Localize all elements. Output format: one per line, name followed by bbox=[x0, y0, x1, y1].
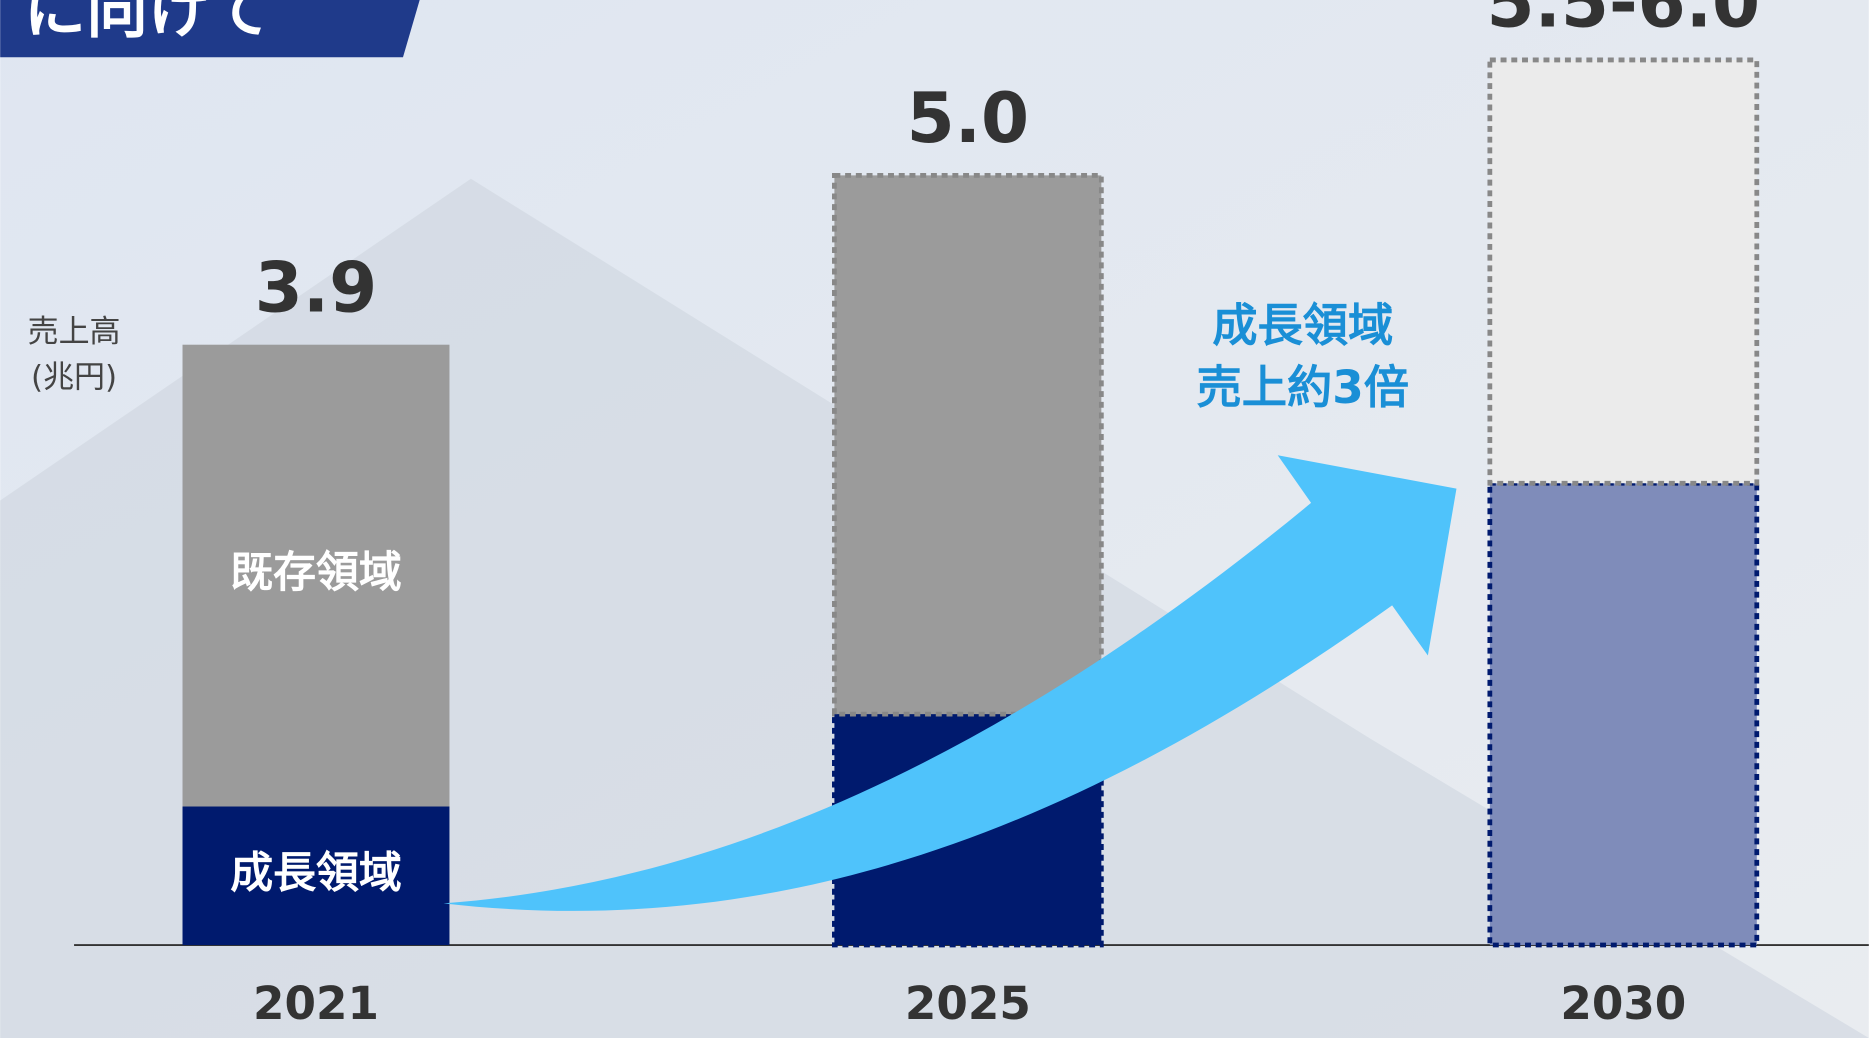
annotation: 成長領域 bbox=[1212, 299, 1393, 352]
y-label: 売上高 bbox=[28, 314, 121, 350]
x-tick-label: 2021 bbox=[253, 977, 379, 1030]
growth-arrow bbox=[443, 455, 1457, 911]
annotation: 売上約3倍 bbox=[1196, 361, 1409, 414]
title-banner bbox=[0, 0, 420, 58]
bar-segment bbox=[182, 344, 450, 807]
total-label: 5.0 bbox=[907, 79, 1029, 159]
segment-label: 既存領域 bbox=[230, 548, 402, 598]
title: に向けて bbox=[24, 0, 272, 46]
total-label: 5.5-6.0 bbox=[1487, 0, 1761, 44]
x-tick-label: 2030 bbox=[1560, 977, 1686, 1030]
bar-segment bbox=[1487, 480, 1760, 948]
x-tick-label: 2025 bbox=[905, 977, 1031, 1030]
bar-segment bbox=[1487, 57, 1760, 486]
bar-segment bbox=[182, 806, 450, 946]
y-label: (兆円) bbox=[31, 359, 117, 395]
total-label: 3.9 bbox=[255, 248, 377, 328]
bar-segment bbox=[832, 173, 1104, 717]
segment-label: 成長領域 bbox=[230, 848, 402, 898]
